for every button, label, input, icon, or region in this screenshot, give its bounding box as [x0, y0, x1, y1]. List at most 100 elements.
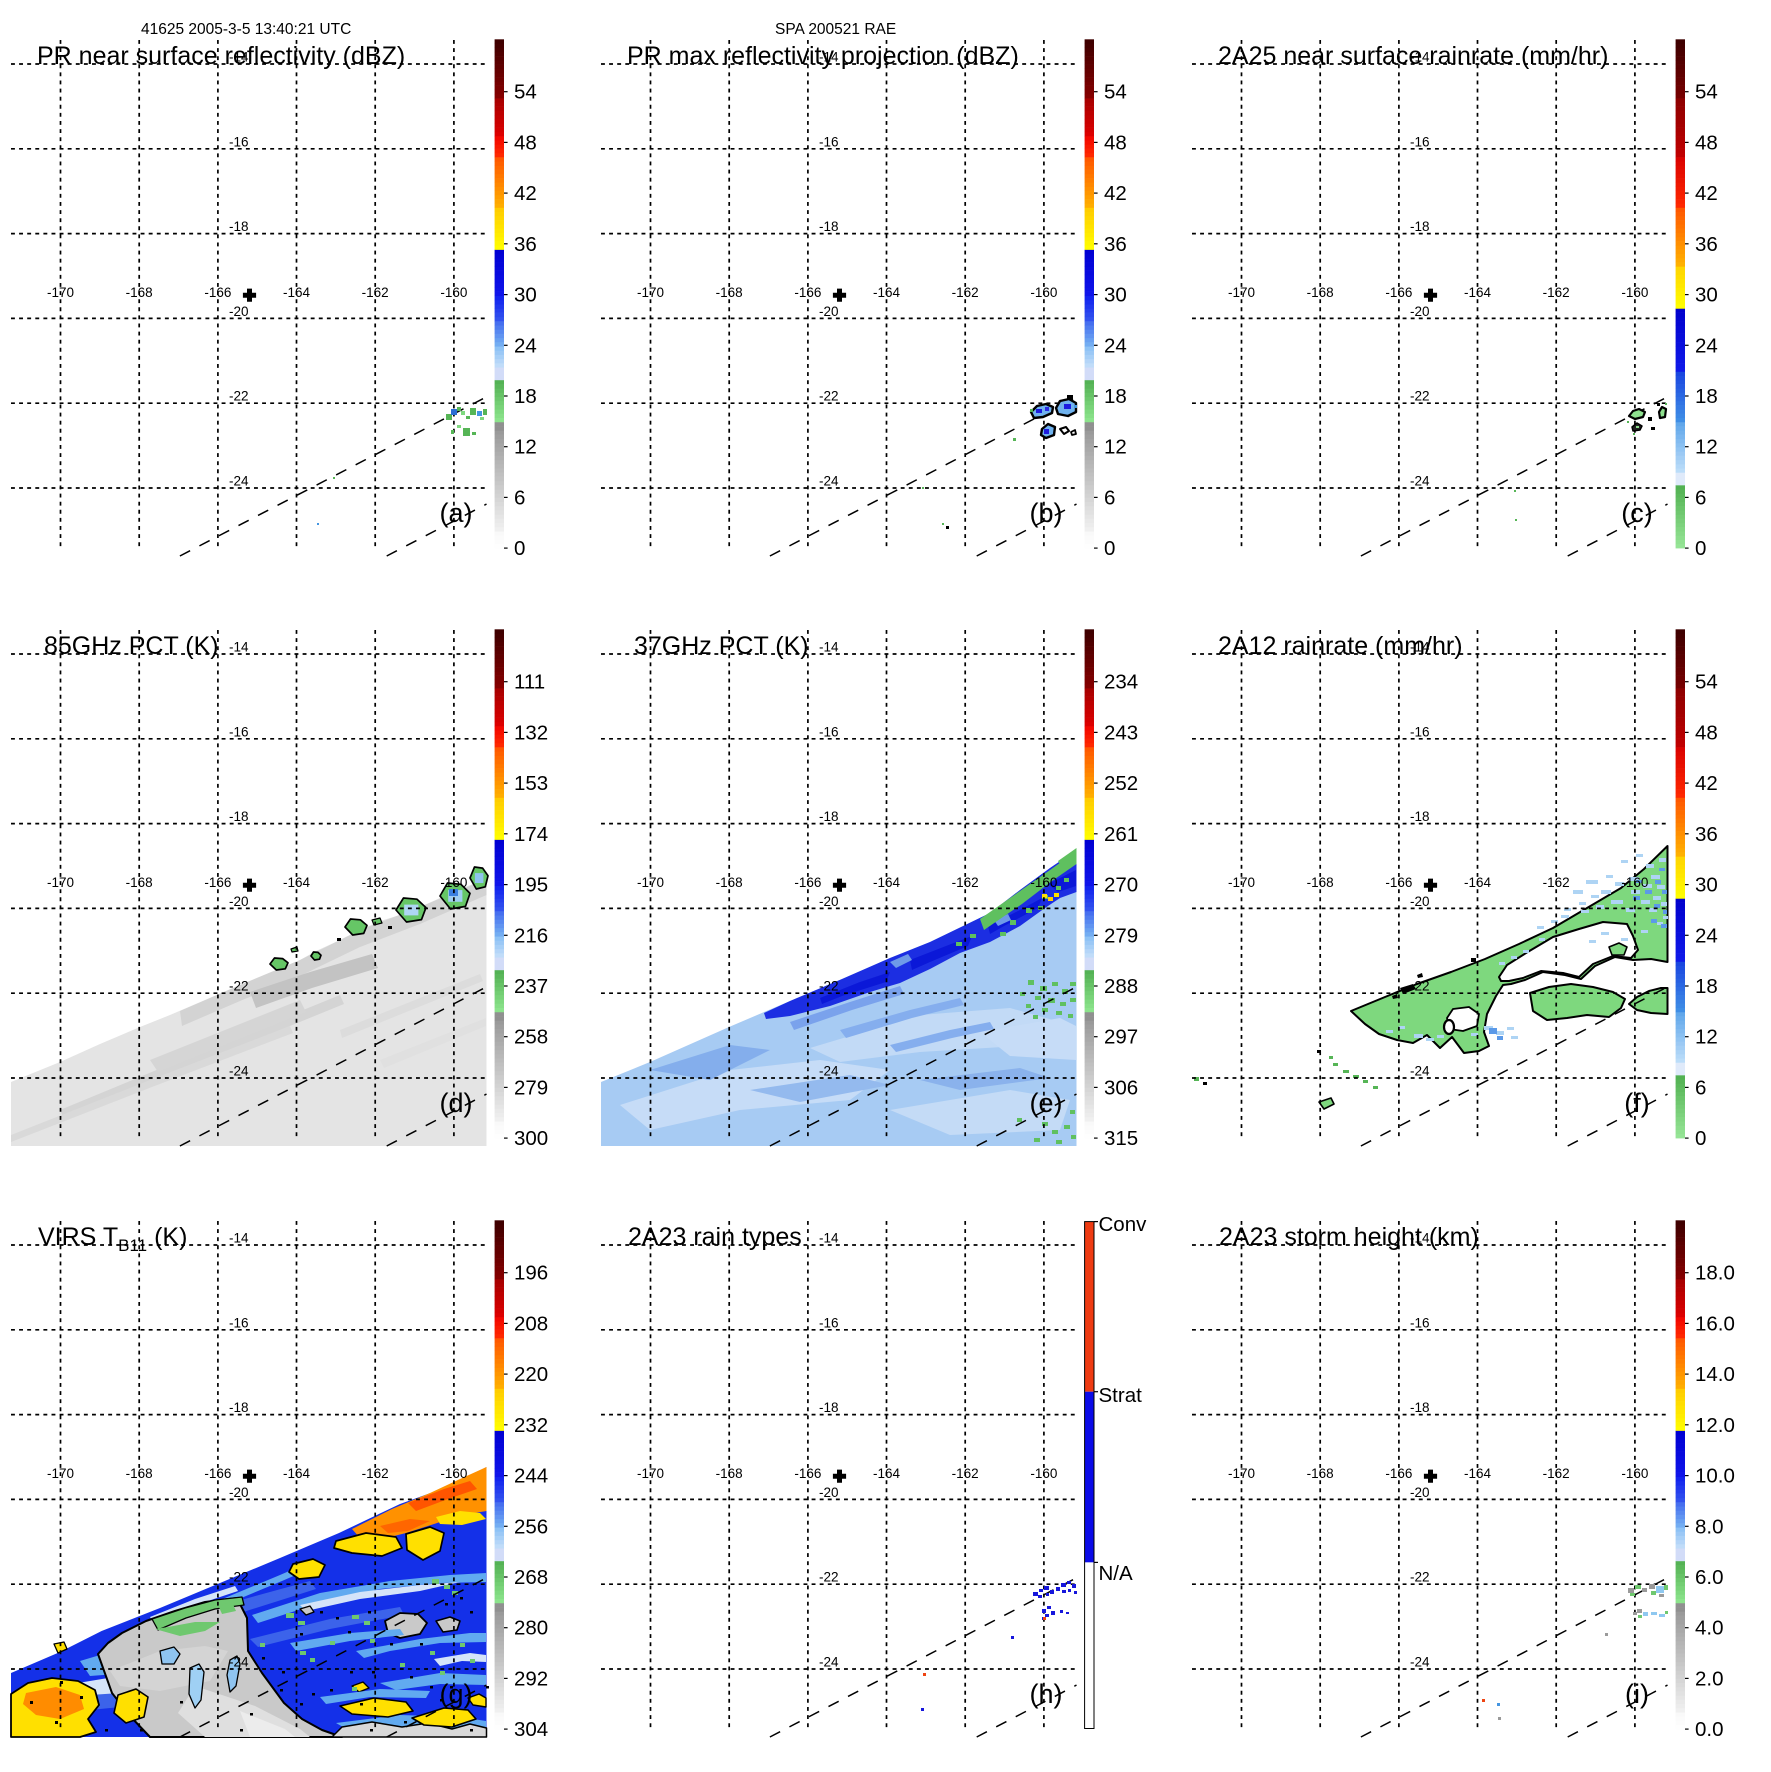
svg-text:220: 220 — [514, 1363, 548, 1386]
svg-text:-16: -16 — [229, 134, 249, 149]
svg-text:-20: -20 — [229, 1485, 249, 1500]
svg-text:-16: -16 — [229, 725, 249, 740]
svg-text:-20: -20 — [819, 304, 839, 319]
svg-text:(e): (e) — [1030, 1088, 1063, 1118]
svg-text:14.0: 14.0 — [1695, 1363, 1735, 1386]
svg-text:-164: -164 — [873, 875, 901, 890]
svg-text:-18: -18 — [819, 809, 839, 824]
svg-text:-170: -170 — [1228, 285, 1255, 300]
svg-text:-160: -160 — [440, 1466, 467, 1481]
svg-text:-164: -164 — [1464, 285, 1492, 300]
svg-text:N/A: N/A — [1099, 1562, 1134, 1585]
svg-text:-14: -14 — [1410, 640, 1430, 655]
svg-text:-18: -18 — [819, 219, 839, 234]
svg-text:258: 258 — [514, 1026, 548, 1049]
svg-text:261: 261 — [1104, 823, 1138, 846]
svg-text:36: 36 — [514, 233, 537, 256]
svg-text:18.0: 18.0 — [1695, 1261, 1735, 1284]
svg-text:-22: -22 — [1410, 1569, 1430, 1584]
svg-text:-162: -162 — [952, 1466, 979, 1481]
svg-text:208: 208 — [514, 1312, 548, 1335]
svg-text:-170: -170 — [637, 285, 664, 300]
svg-text:-164: -164 — [283, 285, 311, 300]
svg-text:-160: -160 — [1031, 1466, 1058, 1481]
svg-text:-164: -164 — [873, 285, 901, 300]
svg-text:288: 288 — [1104, 975, 1138, 998]
svg-text:-24: -24 — [229, 474, 249, 489]
svg-text:-22: -22 — [1410, 979, 1430, 994]
svg-text:-14: -14 — [1410, 50, 1430, 65]
svg-text:279: 279 — [1104, 925, 1138, 948]
svg-text:18: 18 — [1104, 385, 1127, 408]
svg-text:30: 30 — [1104, 284, 1127, 307]
svg-text:-170: -170 — [47, 285, 74, 300]
svg-text:-24: -24 — [819, 1654, 839, 1669]
svg-text:-170: -170 — [47, 875, 74, 890]
svg-text:195: 195 — [514, 874, 548, 897]
svg-text:48: 48 — [1104, 131, 1127, 154]
svg-text:(h): (h) — [1030, 1679, 1063, 1709]
svg-text:-22: -22 — [819, 1569, 839, 1584]
svg-text:-168: -168 — [126, 285, 153, 300]
svg-text:48: 48 — [1695, 722, 1718, 745]
svg-text:279: 279 — [514, 1077, 548, 1100]
svg-text:42: 42 — [1104, 182, 1127, 205]
svg-text:24: 24 — [1695, 334, 1718, 357]
svg-text:-18: -18 — [1410, 1400, 1430, 1415]
svg-text:-22: -22 — [1410, 389, 1430, 404]
svg-text:256: 256 — [514, 1515, 548, 1538]
svg-text:Strat: Strat — [1099, 1384, 1143, 1407]
svg-text:-166: -166 — [795, 875, 822, 890]
svg-text:-166: -166 — [795, 285, 822, 300]
svg-text:24: 24 — [514, 334, 537, 357]
svg-text:18: 18 — [1695, 975, 1718, 998]
svg-text:-18: -18 — [229, 219, 249, 234]
svg-text:-14: -14 — [229, 50, 249, 65]
svg-text:-168: -168 — [1306, 875, 1333, 890]
svg-text:-22: -22 — [819, 979, 839, 994]
svg-text:-160: -160 — [1621, 875, 1648, 890]
svg-text:-14: -14 — [819, 1230, 839, 1245]
svg-text:6: 6 — [1695, 486, 1706, 509]
svg-text:111: 111 — [514, 671, 545, 694]
svg-text:6: 6 — [1695, 1077, 1706, 1100]
svg-text:-168: -168 — [126, 875, 153, 890]
svg-text:306: 306 — [1104, 1077, 1138, 1100]
svg-text:-164: -164 — [1464, 875, 1492, 890]
svg-text:-24: -24 — [1410, 474, 1430, 489]
svg-text:-14: -14 — [229, 640, 249, 655]
svg-text:-162: -162 — [952, 285, 979, 300]
svg-text:-168: -168 — [716, 1466, 743, 1481]
svg-text:-16: -16 — [819, 725, 839, 740]
svg-text:54: 54 — [514, 81, 537, 104]
svg-text:237: 237 — [514, 975, 548, 998]
svg-text:-24: -24 — [819, 1064, 839, 1079]
svg-text:-162: -162 — [1542, 1466, 1569, 1481]
svg-text:-160: -160 — [1031, 285, 1058, 300]
svg-text:-170: -170 — [1228, 875, 1255, 890]
svg-text:-20: -20 — [1410, 1485, 1430, 1500]
svg-text:-168: -168 — [1306, 285, 1333, 300]
svg-text:-166: -166 — [204, 285, 231, 300]
svg-text:216: 216 — [514, 925, 548, 948]
svg-text:-18: -18 — [1410, 809, 1430, 824]
svg-text:(g): (g) — [440, 1679, 473, 1709]
svg-text:36: 36 — [1104, 233, 1127, 256]
svg-text:-18: -18 — [1410, 219, 1430, 234]
svg-text:42: 42 — [1695, 182, 1718, 205]
svg-text:234: 234 — [1104, 671, 1138, 694]
svg-text:42: 42 — [1695, 772, 1718, 795]
svg-text:30: 30 — [1695, 284, 1718, 307]
svg-text:12: 12 — [1695, 436, 1718, 459]
svg-text:-168: -168 — [126, 1466, 153, 1481]
svg-text:-164: -164 — [283, 1466, 311, 1481]
svg-text:-168: -168 — [1306, 1466, 1333, 1481]
svg-text:304: 304 — [514, 1718, 548, 1741]
svg-text:-160: -160 — [1031, 875, 1058, 890]
svg-text:2A23 storm height (km): 2A23 storm height (km) — [1219, 1223, 1479, 1251]
svg-text:297: 297 — [1104, 1026, 1138, 1049]
svg-text:268: 268 — [514, 1566, 548, 1589]
svg-text:-170: -170 — [637, 875, 664, 890]
svg-text:(i): (i) — [1625, 1679, 1649, 1709]
svg-text:-162: -162 — [1542, 285, 1569, 300]
